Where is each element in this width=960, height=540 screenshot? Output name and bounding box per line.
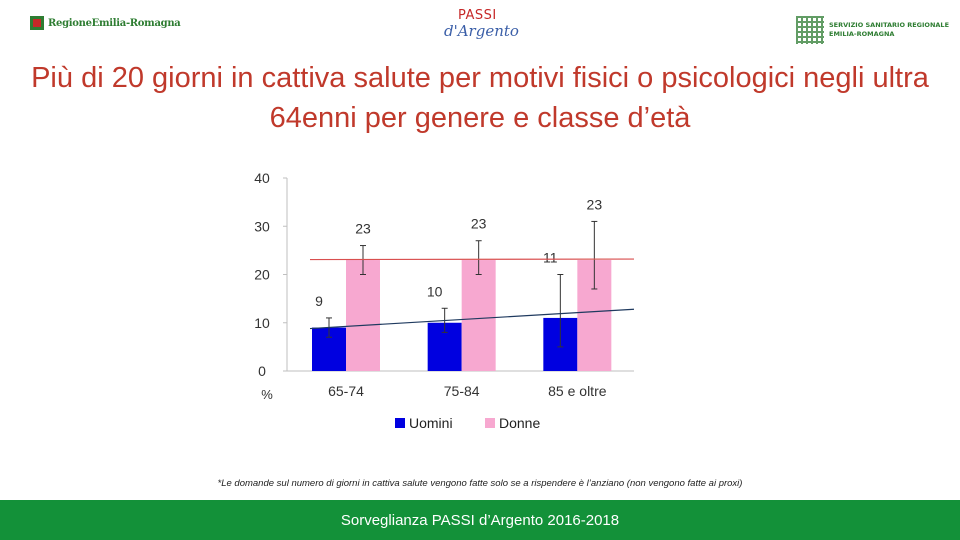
y-tick-label: 10 (254, 315, 270, 331)
trend-line-uomini (309, 308, 635, 330)
legend-swatch-donne (485, 418, 495, 428)
regione-logo-icon (30, 16, 44, 30)
bar-donne (461, 260, 496, 371)
page-title: Più di 20 giorni in cattiva salute per m… (31, 62, 929, 134)
data-label: 23 (587, 196, 603, 212)
servizio-sanitario-logo: SERVIZIO SANITARIO REGIONALE EMILIA-ROMA… (796, 16, 949, 44)
x-tick-label: 75-84 (444, 383, 480, 399)
passi-logo-top: PASSI (458, 8, 497, 23)
x-tick-label: 65-74 (328, 383, 364, 399)
legend-swatch-uomini (395, 418, 405, 428)
servizio-logo-line1: SERVIZIO SANITARIO REGIONALE (829, 21, 950, 29)
data-label: 23 (355, 221, 371, 237)
legend-label-uomini: Uomini (409, 415, 453, 431)
regione-logo-text: RegioneEmilia-Romagna (48, 17, 181, 29)
y-tick-label: 30 (254, 218, 270, 234)
footer-bar: Sorveglianza PASSI d’Argento 2016-2018 (0, 500, 960, 540)
x-tick-label: 85 e oltre (548, 383, 607, 399)
servizio-logo-line2: EMILIA-ROMAGNA (829, 30, 895, 38)
y-tick-label: 40 (254, 170, 270, 186)
data-label: 23 (471, 216, 487, 232)
y-axis-label: % (261, 387, 273, 402)
servizio-sanitario-logo-icon (796, 16, 824, 44)
bar-donne (346, 260, 380, 371)
footnote: *Le domande sul numero di giorni in catt… (217, 478, 743, 489)
y-tick-label: 20 (254, 267, 270, 283)
passi-logo-main: d'Argento (444, 22, 519, 40)
footer-text: Sorveglianza PASSI d’Argento 2016-2018 (340, 511, 620, 529)
data-label: 10 (427, 283, 443, 299)
passi-argento-logo: PASSI d'Argento (440, 8, 519, 48)
legend-label-donne: Donne (499, 415, 540, 431)
data-label: 11 (543, 250, 558, 266)
y-tick-label: 0 (258, 363, 266, 379)
regione-emilia-romagna-logo: RegioneEmilia-Romagna (30, 12, 181, 34)
data-label: 9 (315, 293, 323, 309)
